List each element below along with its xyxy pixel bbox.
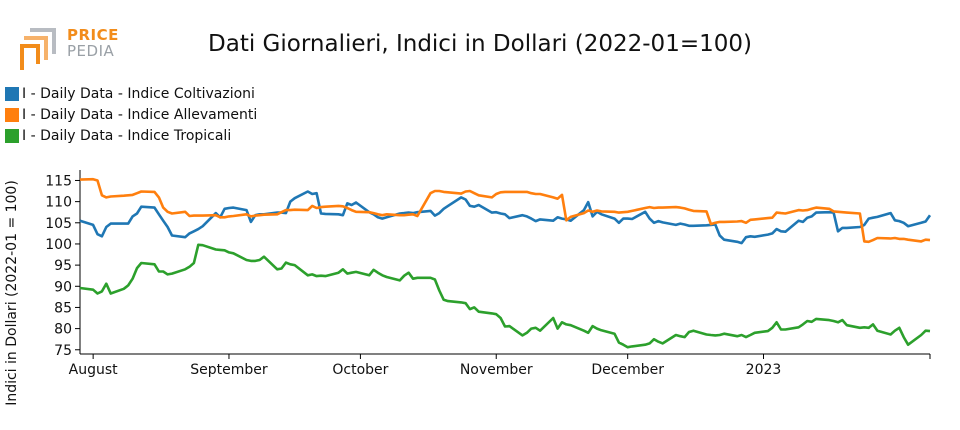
x-tick-label: December <box>591 362 664 378</box>
chart-legend: I - Daily Data - Indice Coltivazioni I -… <box>5 83 257 146</box>
legend-label-coltivazioni: I - Daily Data - Indice Coltivazioni <box>22 85 255 102</box>
x-tick-label: October <box>332 362 388 378</box>
logo-text-pedia: PEDIA <box>67 42 115 60</box>
legend-swatch-tropicali <box>5 128 19 143</box>
y-tick-label: 80 <box>54 322 72 338</box>
legend-item-coltivazioni[interactable]: I - Daily Data - Indice Coltivazioni <box>5 83 257 104</box>
series-line-coltivazioni <box>79 190 932 245</box>
y-axis-label: Indici in Dollari (2022-01 = 100) <box>4 180 20 406</box>
y-tick-label: 90 <box>54 279 72 295</box>
y-tick-label: 115 <box>45 173 72 189</box>
y-tick-label: 105 <box>45 216 72 232</box>
legend-swatch-allevamenti <box>5 107 19 122</box>
legend-label-allevamenti: I - Daily Data - Indice Allevamenti <box>22 106 258 123</box>
y-tick-label: 100 <box>45 237 72 253</box>
logo-text-price: PRICE <box>67 26 119 44</box>
series-line-allevamenti <box>79 177 931 244</box>
legend-item-allevamenti[interactable]: I - Daily Data - Indice Allevamenti <box>5 104 257 125</box>
series-line-tropicali <box>79 243 931 349</box>
y-tick-label: 95 <box>54 258 72 274</box>
series-lines <box>79 177 932 349</box>
logo-mark-icon <box>20 28 56 70</box>
x-tick-label: September <box>190 362 268 378</box>
x-tick-label: 2023 <box>746 362 782 378</box>
chart-title: Dati Giornalieri, Indici in Dollari (202… <box>208 31 752 57</box>
pricepedia-logo: PRICE PEDIA <box>18 24 128 72</box>
y-tick-label: 85 <box>54 300 72 316</box>
y-tick-label: 110 <box>45 195 72 211</box>
legend-label-tropicali: I - Daily Data - Indice Tropicali <box>22 127 232 144</box>
legend-item-tropicali[interactable]: I - Daily Data - Indice Tropicali <box>5 125 257 146</box>
y-tick-label: 75 <box>54 343 72 359</box>
x-tick-label: November <box>460 362 533 378</box>
legend-swatch-coltivazioni <box>5 86 19 101</box>
axes: 75 80 85 90 95 100 105 110 115 August September Oct… <box>45 170 931 378</box>
x-tick-label: August <box>69 362 119 378</box>
